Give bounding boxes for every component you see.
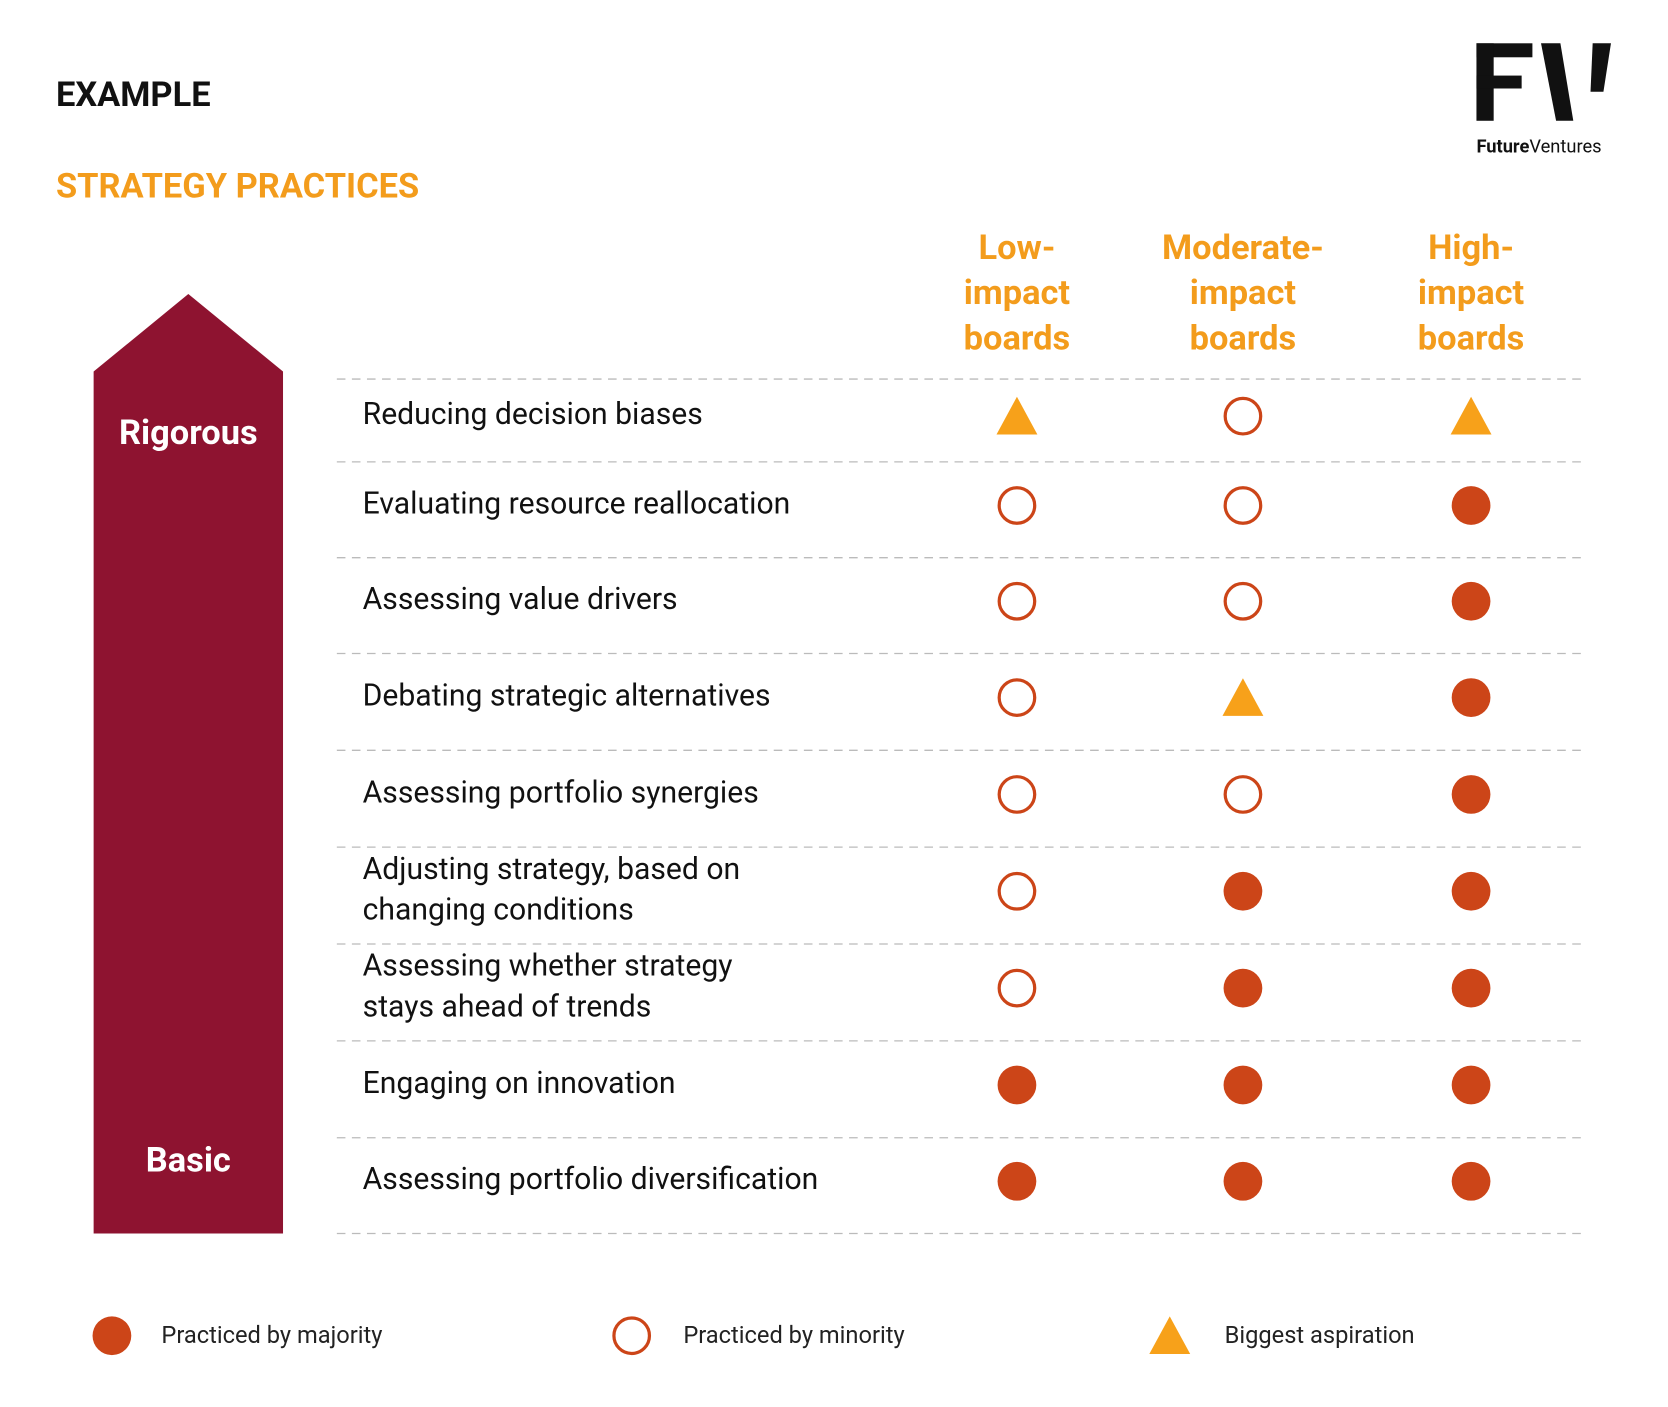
legend-label: Biggest aspiration: [1225, 1321, 1415, 1349]
logo-shape: [1541, 43, 1574, 121]
minority-ring: [1223, 396, 1263, 436]
header-label: EXAMPLE: [56, 75, 211, 115]
minority-ring: [997, 678, 1037, 717]
scale-top: Rigorous: [119, 413, 258, 453]
minority-ring: [997, 581, 1037, 621]
logo-word: Ventures: [1529, 137, 1601, 158]
row-label: Assessing whether strategy: [363, 949, 733, 984]
column-header: Moderate-: [1162, 228, 1324, 268]
row-label: Assessing portfolio diversification: [363, 1162, 819, 1197]
column-header: High-: [1428, 228, 1514, 268]
majority-dot: [1451, 775, 1491, 814]
logo-word: Future: [1476, 137, 1529, 158]
logo-text: FutureVentures: [1476, 137, 1601, 158]
row-label: Assessing portfolio synergies: [363, 775, 759, 810]
legend-symbol: [92, 1316, 132, 1356]
minority-ring: [997, 775, 1037, 814]
legend-symbol: [612, 1316, 652, 1356]
majority-dot: [1223, 1161, 1263, 1201]
majority-dot: [1451, 1065, 1491, 1105]
minority-ring: [997, 871, 1037, 911]
majority-dot: [1451, 871, 1491, 911]
row-label: Debating strategic alternatives: [363, 679, 771, 714]
column-header: boards: [1418, 318, 1525, 358]
minority-ring: [997, 486, 1037, 525]
majority-dot: [1451, 678, 1491, 717]
legend-label: Practiced by minority: [683, 1321, 904, 1349]
minority-ring: [1223, 581, 1263, 621]
column-header: impact: [964, 273, 1071, 313]
aspiration-triangle: [1222, 678, 1264, 716]
majority-dot: [1451, 1161, 1491, 1201]
majority-dot: [1223, 968, 1263, 1008]
legend-symbol: [1149, 1316, 1191, 1355]
majority-dot: [1451, 968, 1491, 1008]
column-header: boards: [964, 318, 1071, 358]
legend-label: Practiced by majority: [161, 1321, 382, 1349]
column-header: impact: [1190, 273, 1297, 313]
row-label: stays ahead of trends: [363, 990, 652, 1025]
logo-shape: [1476, 75, 1522, 89]
row-label: changing conditions: [363, 893, 634, 928]
header-title: STRATEGY PRACTICES: [56, 167, 419, 207]
scale-bottom: Basic: [146, 1141, 231, 1181]
logo: FutureVentures: [1476, 43, 1611, 158]
column-header: Low-: [978, 228, 1055, 268]
logo-shape: [1590, 43, 1611, 92]
column-header: boards: [1190, 318, 1297, 358]
minority-ring: [997, 968, 1037, 1008]
row-label: Reducing decision biases: [363, 397, 703, 432]
majority-dot: [997, 1161, 1037, 1201]
minority-ring: [1223, 775, 1263, 814]
majority-dot: [997, 1065, 1037, 1105]
majority-dot: [1451, 486, 1491, 525]
aspiration-triangle: [996, 396, 1038, 435]
column-header: impact: [1418, 273, 1525, 313]
majority-dot: [1223, 871, 1263, 911]
row-label: Adjusting strategy, based on: [363, 852, 741, 887]
majority-dot: [1451, 581, 1491, 621]
row-label: Engaging on innovation: [363, 1066, 676, 1101]
row-label: Evaluating resource reallocation: [363, 486, 791, 521]
row-label: Assessing value drivers: [363, 582, 678, 617]
majority-dot: [1223, 1065, 1263, 1105]
minority-ring: [1223, 486, 1263, 525]
aspiration-triangle: [1450, 396, 1492, 435]
scale-arrow: [93, 294, 284, 1234]
